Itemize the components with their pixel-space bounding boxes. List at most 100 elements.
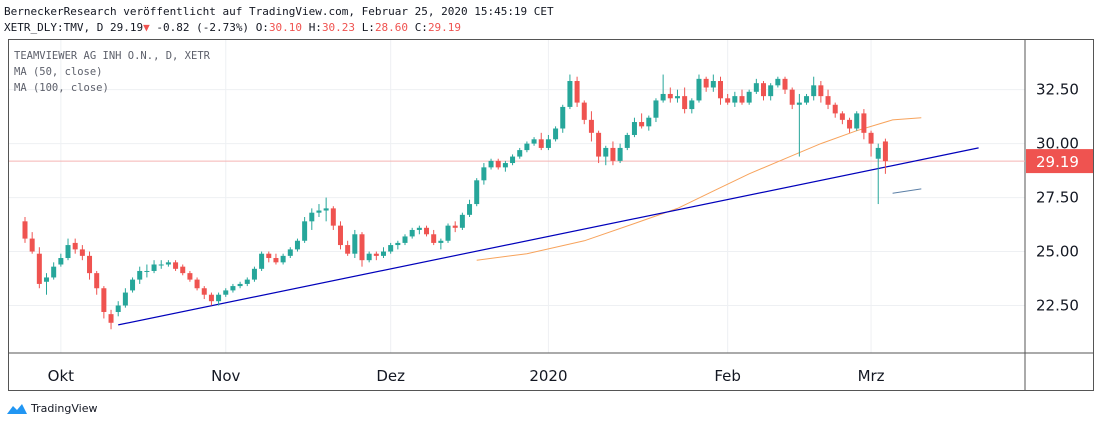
candle-body[interactable] xyxy=(502,163,508,168)
candle-body[interactable] xyxy=(244,279,250,284)
candle-body[interactable] xyxy=(875,147,881,159)
candle-body[interactable] xyxy=(94,273,100,289)
candle-body[interactable] xyxy=(560,106,566,129)
candle-body[interactable] xyxy=(230,286,236,291)
candle-body[interactable] xyxy=(804,96,810,103)
candle-body[interactable] xyxy=(768,85,774,97)
candle-body[interactable] xyxy=(610,147,616,161)
candle-body[interactable] xyxy=(581,102,587,120)
candle-body[interactable] xyxy=(495,160,501,168)
candle-body[interactable] xyxy=(653,100,659,118)
candle-body[interactable] xyxy=(130,279,136,291)
candle-body[interactable] xyxy=(717,81,723,99)
candle-body[interactable] xyxy=(201,288,207,295)
candle-body[interactable] xyxy=(481,167,487,181)
candle-body[interactable] xyxy=(273,258,279,263)
candle-body[interactable] xyxy=(22,221,28,239)
candle-body[interactable] xyxy=(710,81,716,88)
candle-body[interactable] xyxy=(36,253,42,284)
candle-body[interactable] xyxy=(739,96,745,103)
candle-body[interactable] xyxy=(29,238,35,252)
candle-body[interactable] xyxy=(725,98,731,103)
candle-body[interactable] xyxy=(660,93,666,101)
candle-body[interactable] xyxy=(467,204,473,215)
candle-body[interactable] xyxy=(302,221,308,241)
candle-body[interactable] xyxy=(796,102,802,105)
candle-body[interactable] xyxy=(524,143,530,151)
candle-body[interactable] xyxy=(646,117,652,127)
candle-body[interactable] xyxy=(603,147,609,157)
candle-body[interactable] xyxy=(208,294,214,302)
candle-body[interactable] xyxy=(352,234,358,254)
candle-body[interactable] xyxy=(72,242,78,250)
candle-body[interactable] xyxy=(882,141,888,162)
candle-body[interactable] xyxy=(703,78,709,88)
candle-body[interactable] xyxy=(65,245,71,259)
candle-body[interactable] xyxy=(366,253,372,261)
candle-body[interactable] xyxy=(316,210,322,213)
candle-body[interactable] xyxy=(517,150,523,157)
candle-body[interactable] xyxy=(510,156,516,164)
candle-body[interactable] xyxy=(839,113,845,120)
candle-body[interactable] xyxy=(639,122,645,127)
candle-body[interactable] xyxy=(173,262,179,269)
candle-body[interactable] xyxy=(223,290,229,295)
candle-body[interactable] xyxy=(280,255,286,263)
candle-body[interactable] xyxy=(395,242,401,246)
candle-body[interactable] xyxy=(287,249,293,256)
candle-body[interactable] xyxy=(137,270,143,280)
candle-body[interactable] xyxy=(381,251,386,256)
legend-ma50[interactable]: MA (50, close) xyxy=(14,66,103,78)
candle-body[interactable] xyxy=(452,225,458,228)
candle-body[interactable] xyxy=(330,208,336,226)
tradingview-brand[interactable]: TradingView xyxy=(6,402,97,415)
candle-body[interactable] xyxy=(811,85,817,97)
ma50-line[interactable] xyxy=(476,117,922,261)
candle-body[interactable] xyxy=(474,180,480,205)
candle-body[interactable] xyxy=(309,212,315,222)
candle-body[interactable] xyxy=(373,253,379,256)
candle-body[interactable] xyxy=(847,119,853,129)
chart-frame[interactable] xyxy=(8,39,1094,391)
candle-body[interactable] xyxy=(782,78,788,90)
candle-body[interactable] xyxy=(409,229,415,237)
candle-body[interactable] xyxy=(596,132,602,157)
candle-body[interactable] xyxy=(151,264,157,271)
candle-body[interactable] xyxy=(789,89,795,105)
candle-body[interactable] xyxy=(617,147,623,161)
candle-body[interactable] xyxy=(337,225,343,246)
candle-body[interactable] xyxy=(44,277,50,282)
candle-body[interactable] xyxy=(488,160,494,168)
candle-body[interactable] xyxy=(51,266,57,278)
candle-body[interactable] xyxy=(165,262,171,265)
candle-body[interactable] xyxy=(832,104,838,114)
candle-body[interactable] xyxy=(266,253,272,259)
candle-body[interactable] xyxy=(868,132,874,144)
candle-body[interactable] xyxy=(122,292,128,306)
candle-body[interactable] xyxy=(79,249,85,256)
candle-body[interactable] xyxy=(424,227,430,235)
candle-body[interactable] xyxy=(545,139,551,148)
candle-body[interactable] xyxy=(108,314,114,323)
candle-body[interactable] xyxy=(180,266,186,274)
candle-body[interactable] xyxy=(58,258,64,265)
candle-body[interactable] xyxy=(531,139,537,144)
candle-body[interactable] xyxy=(431,234,437,243)
candle-body[interactable] xyxy=(631,122,637,135)
candle-body[interactable] xyxy=(682,96,688,110)
candle-body[interactable] xyxy=(588,119,594,133)
candle-body[interactable] xyxy=(194,279,200,289)
candle-body[interactable] xyxy=(445,225,451,241)
candle-body[interactable] xyxy=(187,273,193,280)
legend-ma100[interactable]: MA (100, close) xyxy=(14,82,109,94)
candle-body[interactable] xyxy=(825,96,831,105)
candle-body[interactable] xyxy=(775,78,781,86)
candle-body[interactable] xyxy=(345,245,351,254)
candle-body[interactable] xyxy=(746,91,752,103)
candle-body[interactable] xyxy=(696,78,702,101)
candle-body[interactable] xyxy=(402,236,408,243)
candle-body[interactable] xyxy=(115,305,121,312)
candle-body[interactable] xyxy=(861,113,867,133)
candle-body[interactable] xyxy=(416,227,422,230)
